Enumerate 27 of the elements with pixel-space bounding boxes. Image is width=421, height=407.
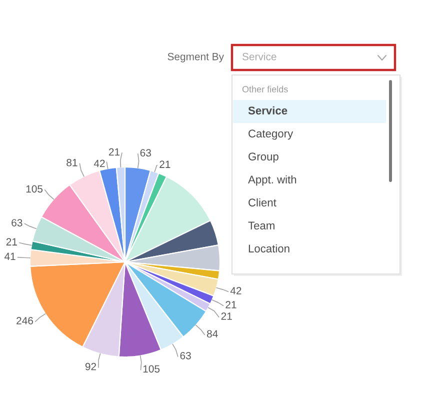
data-label: 42 xyxy=(230,287,242,294)
data-label: 105 xyxy=(143,365,160,373)
data-label: 21 xyxy=(6,238,17,246)
text: Location xyxy=(248,244,290,252)
data-label: 21 xyxy=(160,160,170,168)
text: Appt. with xyxy=(248,175,296,186)
data-label: 21 xyxy=(221,312,232,320)
data-label: 92 xyxy=(85,362,96,370)
data-label: 42 xyxy=(94,160,105,168)
data-label: 21 xyxy=(226,301,236,308)
data-label: 84 xyxy=(207,330,218,338)
text: Team xyxy=(248,222,274,230)
data-label: 63 xyxy=(12,219,22,226)
data-label: 105 xyxy=(26,185,43,193)
text: Service xyxy=(242,52,276,60)
text: Segment By xyxy=(168,52,224,62)
text: Group xyxy=(248,152,278,163)
text: Client xyxy=(248,198,276,206)
data-label: 246 xyxy=(16,317,33,324)
data-label: 63 xyxy=(180,352,191,360)
data-label: 63 xyxy=(140,149,151,157)
data-label: 81 xyxy=(66,158,78,166)
text: Service xyxy=(248,106,288,114)
data-label: 21 xyxy=(108,148,120,156)
text: Category xyxy=(248,130,294,140)
data-label: 41 xyxy=(4,252,16,260)
text: Other fields xyxy=(242,86,288,92)
